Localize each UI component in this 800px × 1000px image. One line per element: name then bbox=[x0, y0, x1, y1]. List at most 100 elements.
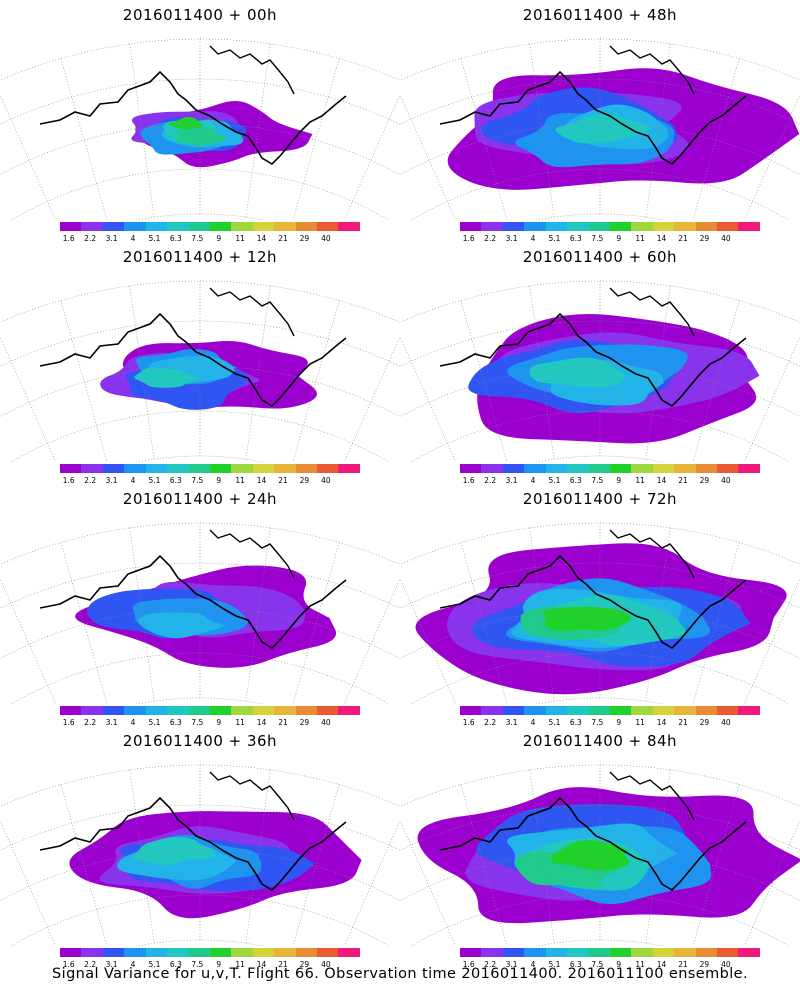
colorbar-label: 1.6 bbox=[462, 234, 475, 243]
variance-map bbox=[400, 764, 800, 946]
colorbar-label: 1.6 bbox=[462, 718, 475, 727]
colorbar-swatch bbox=[338, 706, 360, 715]
colorbar-swatch bbox=[460, 948, 482, 957]
colorbar-label: 7.5 bbox=[191, 960, 204, 969]
colorbar-label: 29 bbox=[699, 476, 710, 485]
colorbar-swatch bbox=[588, 464, 610, 473]
forecast-panel: 2016011400 + 84h 1.6 2.2 3.1 4 5.1 6.3 7.5 9 11 14… bbox=[400, 726, 800, 976]
colorbar-label: 4 bbox=[530, 718, 536, 727]
colorbar-swatch bbox=[567, 706, 589, 715]
colorbar bbox=[60, 706, 360, 715]
colorbar-label: 6.3 bbox=[169, 718, 182, 727]
colorbar-swatch bbox=[60, 948, 82, 957]
variance-map bbox=[0, 764, 400, 946]
colorbar bbox=[60, 464, 360, 473]
colorbar-label: 29 bbox=[699, 718, 710, 727]
colorbar-swatch bbox=[167, 464, 189, 473]
colorbar-swatch bbox=[567, 464, 589, 473]
colorbar-label: 11 bbox=[235, 476, 245, 485]
panel-title: 2016011400 + 72h bbox=[522, 490, 678, 508]
colorbar-swatch bbox=[60, 706, 82, 715]
colorbar-swatch bbox=[81, 464, 103, 473]
colorbar-swatch bbox=[145, 464, 168, 473]
colorbar-swatch bbox=[295, 464, 318, 473]
colorbar-label: 3.1 bbox=[505, 476, 518, 485]
colorbar-label: 9 bbox=[216, 234, 222, 243]
colorbar bbox=[460, 948, 760, 957]
colorbar-label: 3.1 bbox=[505, 960, 518, 969]
colorbar-swatch bbox=[588, 948, 610, 957]
colorbar-label: 40 bbox=[721, 476, 731, 485]
variance-region bbox=[529, 357, 626, 388]
colorbar-label: 11 bbox=[235, 960, 245, 969]
colorbar-label: 21 bbox=[678, 476, 688, 485]
colorbar-label: 40 bbox=[721, 960, 731, 969]
colorbar-swatch bbox=[631, 464, 653, 473]
colorbar-label: 7.5 bbox=[191, 718, 204, 727]
colorbar-label: 14 bbox=[656, 718, 667, 727]
variance-region bbox=[134, 367, 202, 388]
colorbar-label: 2.2 bbox=[84, 960, 97, 969]
colorbar-swatch bbox=[695, 706, 718, 715]
colorbar-swatch bbox=[274, 222, 296, 231]
variance-map bbox=[0, 38, 400, 220]
colorbar-labels: 1.6 2.2 3.1 4 5.1 6.3 7.5 9 11 14 21 29 40 bbox=[52, 718, 368, 728]
colorbar-label: 40 bbox=[321, 476, 331, 485]
colorbar-label: 9 bbox=[216, 960, 222, 969]
colorbar-swatch bbox=[167, 222, 189, 231]
colorbar-swatch bbox=[102, 706, 125, 715]
colorbar-label: 21 bbox=[678, 718, 688, 727]
panel-title: 2016011400 + 60h bbox=[522, 248, 678, 266]
colorbar-swatch bbox=[717, 706, 739, 715]
colorbar-label: 4 bbox=[530, 476, 536, 485]
colorbar-swatch bbox=[674, 948, 696, 957]
colorbar-label: 7.5 bbox=[191, 476, 204, 485]
colorbar bbox=[460, 464, 760, 473]
colorbar-label: 7.5 bbox=[591, 718, 604, 727]
colorbar-swatch bbox=[524, 948, 546, 957]
colorbar-swatch bbox=[674, 222, 696, 231]
colorbar-swatch bbox=[545, 706, 568, 715]
colorbar-swatch bbox=[481, 948, 503, 957]
forecast-panel: 2016011400 + 36h 1.6 2.2 3.1 4 5.1 6.3 7.5 9 11 14… bbox=[0, 726, 400, 976]
panel-title: 2016011400 + 36h bbox=[122, 732, 278, 750]
colorbar-swatch bbox=[209, 948, 232, 957]
colorbar-label: 4 bbox=[130, 234, 136, 243]
colorbar-label: 1.6 bbox=[62, 718, 75, 727]
colorbar-swatch bbox=[274, 706, 296, 715]
colorbar-swatch bbox=[609, 706, 632, 715]
colorbar-swatch bbox=[317, 706, 339, 715]
variance-map bbox=[400, 38, 800, 220]
colorbar-swatch bbox=[738, 222, 760, 231]
forecast-panel: 2016011400 + 48h 1.6 2.2 3.1 4 5.1 6.3 7.5 9 11 14… bbox=[400, 0, 800, 250]
colorbar-swatch bbox=[209, 222, 232, 231]
colorbar-label: 2.2 bbox=[484, 718, 497, 727]
colorbar-labels: 1.6 2.2 3.1 4 5.1 6.3 7.5 9 11 14 21 29 40 bbox=[452, 476, 768, 486]
colorbar-swatch bbox=[167, 706, 189, 715]
colorbar-swatch bbox=[338, 948, 360, 957]
colorbar-swatch bbox=[674, 464, 696, 473]
colorbar-label: 3.1 bbox=[105, 476, 118, 485]
colorbar-swatch bbox=[695, 948, 718, 957]
colorbar-label: 14 bbox=[256, 476, 267, 485]
colorbar-swatch bbox=[738, 706, 760, 715]
colorbar-label: 3.1 bbox=[105, 960, 118, 969]
colorbar-label: 3.1 bbox=[505, 234, 518, 243]
colorbar-label: 4 bbox=[530, 234, 536, 243]
colorbar-label: 1.6 bbox=[462, 960, 475, 969]
colorbar-swatch bbox=[209, 706, 232, 715]
panel-title: 2016011400 + 12h bbox=[122, 248, 278, 266]
variance-map bbox=[0, 280, 400, 462]
colorbar-swatch bbox=[481, 464, 503, 473]
colorbar-labels: 1.6 2.2 3.1 4 5.1 6.3 7.5 9 11 14 21 29 40 bbox=[452, 718, 768, 728]
colorbar-swatch bbox=[738, 464, 760, 473]
colorbar-swatch bbox=[338, 464, 360, 473]
colorbar bbox=[60, 948, 360, 957]
colorbar-swatch bbox=[124, 222, 146, 231]
colorbar bbox=[460, 706, 760, 715]
colorbar-swatch bbox=[124, 706, 146, 715]
colorbar-swatch bbox=[717, 222, 739, 231]
colorbar-label: 1.6 bbox=[462, 476, 475, 485]
colorbar-swatch bbox=[231, 464, 253, 473]
colorbar-label: 5.1 bbox=[548, 476, 561, 485]
